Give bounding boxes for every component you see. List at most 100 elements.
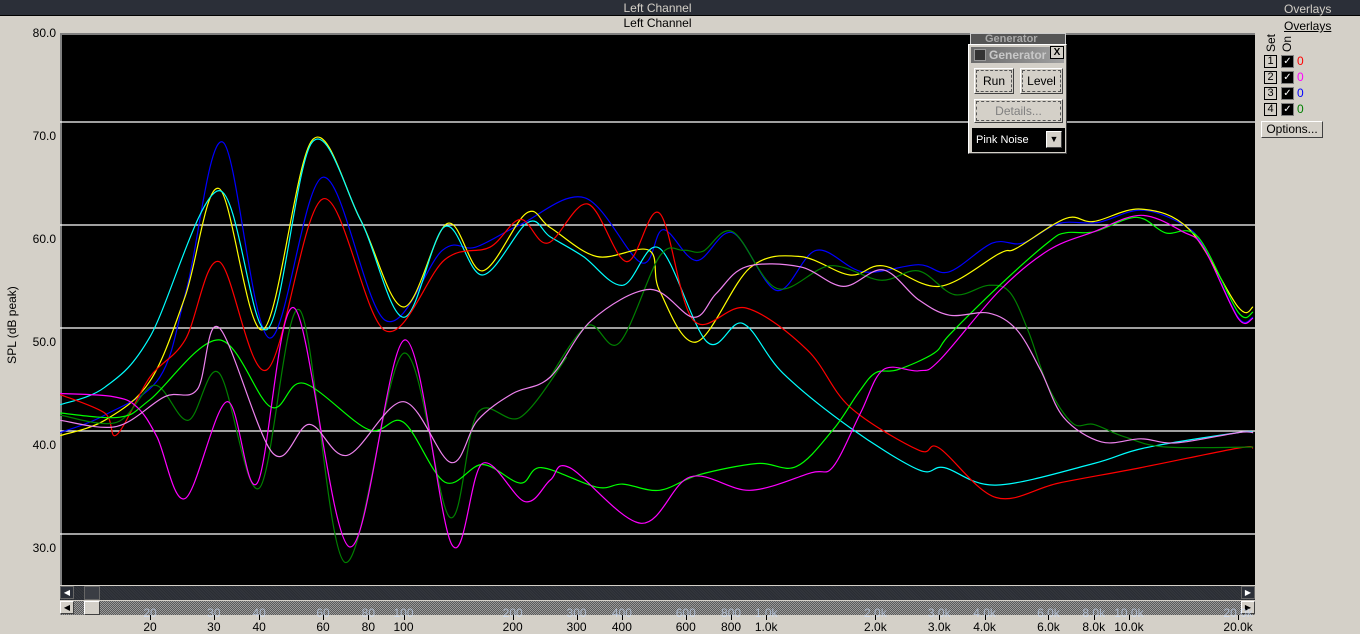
x-tick — [150, 615, 151, 620]
x-tick-label-ghost: 20.0k — [1223, 606, 1253, 620]
x-tick — [984, 615, 986, 620]
overlay-set-button[interactable]: 2 — [1264, 71, 1277, 84]
x-tick-label-ghost: 4.0k — [973, 606, 996, 620]
x-tick-label-ghost: 800 — [721, 606, 742, 620]
set-column-header: Set — [1264, 33, 1278, 52]
series-line-0 — [60, 141, 1254, 434]
horizontal-scrollbar-ghost[interactable]: ◀ ▶ — [60, 586, 1255, 600]
series-line-3 — [60, 198, 1254, 500]
chevron-down-icon[interactable]: ▼ — [1046, 131, 1062, 148]
x-tick-label: 80 — [361, 620, 376, 634]
x-tick-label: 800 — [721, 620, 742, 634]
x-tick-label-ghost: 30 — [207, 606, 221, 620]
series-line-4 — [60, 230, 1254, 564]
overlay-set-button[interactable]: 3 — [1264, 87, 1277, 100]
x-tick-label: 20.0k — [1223, 620, 1253, 634]
overlays-menu-ghost[interactable]: Overlays — [1284, 2, 1332, 16]
x-tick-label: 600 — [675, 620, 696, 634]
x-tick — [323, 615, 325, 620]
overlay-on-checkbox[interactable]: ✓ — [1281, 71, 1294, 84]
x-tick-label: 60 — [316, 620, 330, 634]
frequency-response-chart[interactable] — [60, 33, 1255, 585]
overlay-on-checkbox[interactable]: ✓ — [1281, 103, 1294, 116]
x-tick-label-ghost: 3.0k — [927, 606, 951, 620]
y-tick-label: 70.0 — [32, 129, 56, 143]
x-tick — [512, 615, 514, 620]
x-tick-label-ghost: 300 — [566, 606, 587, 620]
scroll-thumb[interactable] — [84, 601, 100, 615]
overlay-set-button[interactable]: 4 — [1264, 103, 1277, 116]
overlay-value: 0 — [1297, 86, 1304, 100]
overlay-on-checkbox[interactable]: ✓ — [1281, 87, 1294, 100]
y-tick-label: 80.0 — [32, 26, 56, 40]
y-tick-label: 30.0 — [32, 541, 56, 555]
x-tick-label: 2.0k — [864, 620, 887, 634]
series-line-6 — [60, 214, 1254, 549]
overlay-value: 0 — [1297, 54, 1304, 68]
x-tick-label: 4.0k — [973, 620, 996, 634]
x-tick — [939, 615, 941, 620]
series-line-1 — [60, 136, 1254, 437]
window-title: Left Channel — [623, 1, 692, 15]
x-tick — [1238, 615, 1240, 620]
signal-type-value: Pink Noise — [976, 134, 1029, 146]
series-line-7 — [60, 263, 1254, 464]
x-tick-label: 300 — [566, 620, 587, 634]
options-button[interactable]: Options... — [1261, 121, 1323, 138]
x-tick-label-ghost: 60 — [316, 606, 330, 620]
chart-title: Left Channel — [623, 16, 692, 30]
overlays-title[interactable]: Overlays — [1284, 19, 1332, 33]
waveform-icon — [974, 49, 986, 61]
x-tick-label-ghost: 2.0k — [864, 606, 887, 620]
x-tick-label-ghost: 1.0k — [754, 606, 778, 620]
scroll-thumb[interactable] — [84, 586, 100, 600]
y-tick-label: 50.0 — [32, 335, 56, 349]
x-tick — [731, 615, 733, 620]
x-tick-label: 8.0k — [1082, 620, 1106, 634]
horizontal-scrollbar[interactable]: ◀ ▶ — [60, 601, 1255, 615]
x-tick-label-ghost: 8.0k — [1082, 606, 1106, 620]
x-tick-label: 200 — [502, 620, 523, 634]
generator-title-bar[interactable]: Generator — [971, 47, 1064, 63]
x-tick — [1128, 615, 1130, 620]
x-tick — [368, 615, 370, 620]
x-tick — [875, 615, 877, 620]
x-tick-label: 100 — [393, 620, 414, 634]
x-tick-label: 30 — [207, 620, 221, 634]
series-line-5 — [60, 216, 1254, 492]
x-tick-label-ghost: 600 — [675, 606, 696, 620]
y-axis-title: SPL (dB peak) — [5, 286, 19, 364]
scroll-left-icon[interactable]: ◀ — [60, 601, 74, 614]
x-tick-label-ghost: 6.0k — [1037, 606, 1060, 620]
x-tick-label: 1.0k — [754, 620, 778, 634]
x-tick-label-ghost: 100 — [393, 606, 414, 620]
x-tick-label-ghost: 10.0k — [1114, 606, 1144, 620]
generator-window: Generator X Run Level Details... Pink No… — [968, 44, 1067, 154]
x-tick-label: 400 — [611, 620, 632, 634]
x-tick — [403, 615, 405, 620]
details-button[interactable]: Details... — [974, 99, 1063, 123]
x-tick — [685, 615, 687, 620]
x-tick-label-ghost: 80 — [361, 606, 376, 620]
x-tick-label-ghost: 400 — [611, 606, 632, 620]
x-tick-label-ghost: 40 — [252, 606, 266, 620]
scroll-right-icon[interactable]: ▶ — [1241, 601, 1255, 614]
x-tick-label-ghost: 200 — [502, 606, 523, 620]
scroll-left-icon[interactable]: ◀ — [60, 586, 74, 599]
run-button[interactable]: Run — [974, 68, 1014, 94]
x-tick-label-ghost: 20 — [143, 606, 157, 620]
overlay-value: 0 — [1297, 70, 1304, 84]
overlay-set-button[interactable]: 1 — [1264, 55, 1277, 68]
level-button[interactable]: Level — [1020, 68, 1063, 94]
x-tick — [1048, 615, 1050, 620]
x-tick — [621, 615, 623, 620]
x-tick — [576, 615, 578, 620]
signal-type-select[interactable]: Pink Noise ▼ — [972, 128, 1065, 152]
close-icon[interactable]: X — [1050, 46, 1064, 59]
overlay-on-checkbox[interactable]: ✓ — [1281, 55, 1294, 68]
scroll-right-icon[interactable]: ▶ — [1241, 586, 1255, 599]
x-tick — [1093, 615, 1095, 620]
x-tick-label: 6.0k — [1037, 620, 1060, 634]
overlay-value: 0 — [1297, 102, 1304, 116]
series-line-2 — [60, 138, 1254, 486]
